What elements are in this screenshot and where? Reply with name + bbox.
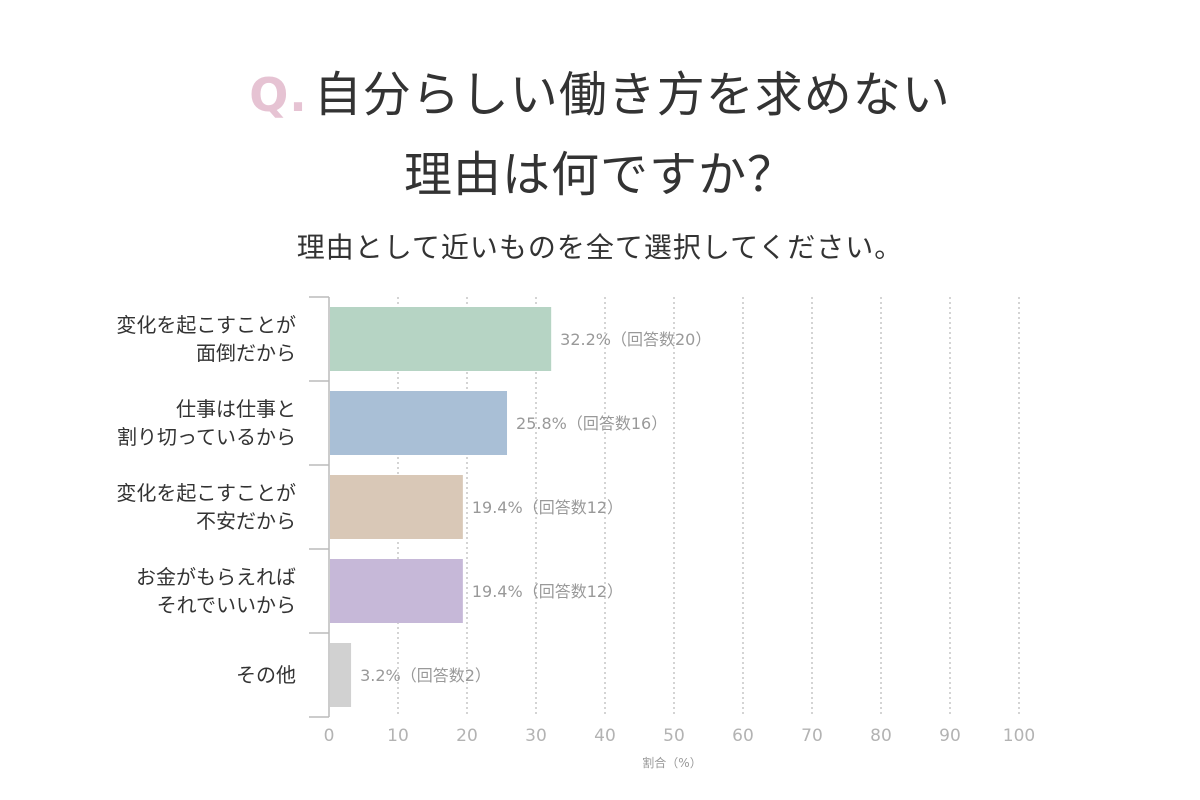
x-axis-title: 割合（%） xyxy=(642,755,701,770)
x-tick-label: 100 xyxy=(1003,726,1035,746)
title-text-1: 自分らしい働き方を求めない xyxy=(313,67,951,123)
bar-data-label: 3.2%（回答数2） xyxy=(360,666,491,685)
category-label: 面倒だから xyxy=(196,341,296,365)
x-tick-label: 40 xyxy=(594,726,616,746)
title-line-2: 理由は何ですか？ xyxy=(403,147,796,203)
title-line-1: Q. 自分らしい働き方を求めない xyxy=(0,55,1200,135)
x-tick-label: 30 xyxy=(525,726,547,746)
category-label: 変化を起こすことが xyxy=(116,481,296,505)
chart-subtitle: 理由として近いものを全て選択してください。 xyxy=(296,231,904,264)
bar xyxy=(330,559,463,623)
category-label: 変化を起こすことが xyxy=(116,313,296,337)
category-label: その他 xyxy=(236,663,296,687)
category-label: 割り切っているから xyxy=(117,425,296,449)
x-tick-label: 70 xyxy=(801,726,823,746)
category-label: 不安だから xyxy=(196,509,296,533)
x-tick-label: 10 xyxy=(387,726,409,746)
chart-title: Q. 自分らしい働き方を求めない 理由は何ですか？ xyxy=(0,55,1200,215)
bar xyxy=(330,643,352,707)
x-tick-label: 90 xyxy=(939,726,961,746)
bar xyxy=(330,475,463,539)
x-tick-label: 80 xyxy=(870,726,892,746)
bar-data-label: 19.4%（回答数12） xyxy=(472,498,623,517)
category-label: 仕事は仕事と xyxy=(176,397,296,421)
bar-data-label: 25.8%（回答数16） xyxy=(516,414,667,433)
bar-data-label: 19.4%（回答数12） xyxy=(472,582,623,601)
category-label: それでいいから xyxy=(157,593,296,617)
x-tick-label: 60 xyxy=(732,726,754,746)
category-label: お金がもらえれば xyxy=(136,565,296,589)
x-tick-label: 0 xyxy=(324,726,335,746)
x-tick-label: 20 xyxy=(456,726,478,746)
x-tick-label: 50 xyxy=(663,726,685,746)
bar-data-label: 32.2%（回答数20） xyxy=(560,330,711,349)
bar xyxy=(330,391,508,455)
bar xyxy=(330,307,552,371)
question-mark-label: Q. xyxy=(249,68,308,122)
